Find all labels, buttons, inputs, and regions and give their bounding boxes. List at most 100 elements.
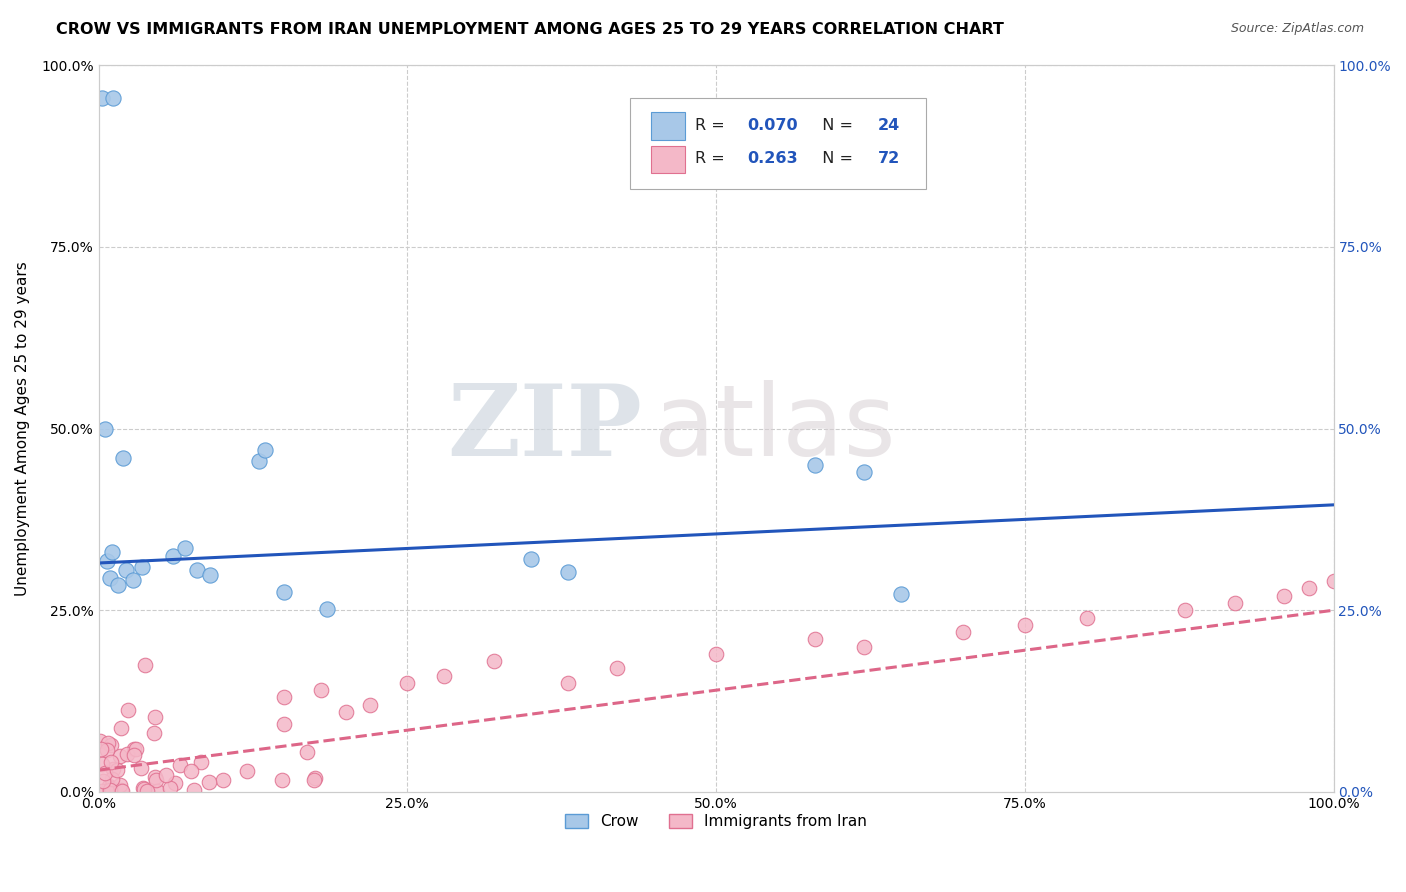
Point bbox=[97, 736, 120, 750]
Point bbox=[273, 690, 295, 705]
FancyBboxPatch shape bbox=[630, 98, 927, 189]
Point bbox=[1076, 610, 1098, 624]
Point bbox=[94, 766, 117, 780]
Point bbox=[94, 421, 117, 435]
Point bbox=[107, 578, 129, 592]
Point bbox=[304, 772, 326, 786]
Point bbox=[273, 716, 295, 731]
Point bbox=[98, 783, 121, 797]
Point bbox=[1014, 617, 1036, 632]
Point bbox=[169, 758, 191, 772]
Point bbox=[125, 741, 148, 756]
Point bbox=[186, 563, 208, 577]
Point bbox=[183, 782, 205, 797]
Text: ZIP: ZIP bbox=[447, 380, 643, 477]
Point bbox=[804, 458, 827, 472]
Point bbox=[145, 773, 167, 788]
Point bbox=[557, 566, 579, 580]
Point bbox=[174, 541, 197, 556]
Bar bbox=[651, 145, 685, 173]
Point bbox=[101, 772, 124, 786]
Point bbox=[853, 640, 876, 654]
Point bbox=[91, 91, 114, 105]
Point bbox=[433, 668, 456, 682]
Text: 0.263: 0.263 bbox=[747, 152, 797, 167]
Point bbox=[108, 779, 131, 793]
Point bbox=[304, 773, 326, 788]
Point bbox=[853, 465, 876, 479]
Point bbox=[110, 721, 132, 735]
Point bbox=[1174, 603, 1197, 617]
Point bbox=[132, 781, 155, 796]
Point bbox=[143, 710, 166, 724]
Text: 24: 24 bbox=[877, 118, 900, 133]
Point bbox=[295, 745, 318, 759]
Point bbox=[159, 781, 181, 796]
Point bbox=[482, 654, 505, 668]
Point bbox=[890, 587, 912, 601]
Point bbox=[190, 755, 212, 769]
Point bbox=[89, 733, 111, 747]
Point bbox=[254, 443, 277, 458]
Point bbox=[804, 632, 827, 647]
Point bbox=[162, 549, 184, 563]
Text: R =: R = bbox=[695, 118, 730, 133]
Point bbox=[115, 747, 138, 761]
Point bbox=[100, 780, 122, 795]
Point bbox=[96, 743, 118, 757]
Point bbox=[100, 738, 122, 752]
Point bbox=[117, 703, 139, 717]
Point bbox=[90, 756, 112, 771]
Point bbox=[129, 761, 152, 775]
Point bbox=[91, 774, 114, 789]
Point bbox=[198, 775, 221, 789]
Point bbox=[122, 573, 145, 587]
Point bbox=[273, 585, 295, 599]
Point bbox=[143, 726, 166, 740]
Text: 72: 72 bbox=[877, 152, 900, 167]
Point bbox=[309, 683, 332, 698]
Text: R =: R = bbox=[695, 152, 730, 167]
Point bbox=[271, 772, 294, 787]
Point bbox=[180, 764, 202, 778]
Point bbox=[110, 782, 132, 797]
Point bbox=[124, 748, 146, 763]
Point bbox=[98, 779, 121, 793]
Text: CROW VS IMMIGRANTS FROM IRAN UNEMPLOYMENT AMONG AGES 25 TO 29 YEARS CORRELATION : CROW VS IMMIGRANTS FROM IRAN UNEMPLOYMEN… bbox=[56, 22, 1004, 37]
Point bbox=[1322, 574, 1344, 589]
Point bbox=[163, 775, 186, 789]
Text: N =: N = bbox=[813, 118, 859, 133]
Point bbox=[112, 450, 135, 465]
Point bbox=[704, 647, 727, 661]
Point bbox=[101, 545, 124, 559]
Point bbox=[1272, 589, 1295, 603]
Point bbox=[105, 764, 128, 778]
Point bbox=[131, 559, 153, 574]
Point bbox=[1223, 596, 1246, 610]
Point bbox=[952, 625, 974, 640]
Y-axis label: Unemployment Among Ages 25 to 29 years: Unemployment Among Ages 25 to 29 years bbox=[15, 261, 30, 596]
Point bbox=[136, 784, 159, 798]
Point bbox=[155, 768, 177, 782]
Text: atlas: atlas bbox=[654, 380, 896, 477]
Point bbox=[236, 764, 259, 779]
Point bbox=[1298, 582, 1320, 596]
Point bbox=[211, 773, 233, 788]
Point bbox=[114, 563, 136, 577]
Point bbox=[396, 676, 419, 690]
Point bbox=[103, 91, 125, 105]
Point bbox=[316, 602, 339, 616]
Point bbox=[132, 781, 155, 796]
Point bbox=[108, 749, 131, 764]
Point bbox=[520, 552, 543, 566]
Point bbox=[100, 756, 122, 770]
Bar bbox=[651, 112, 685, 140]
Point bbox=[247, 454, 270, 468]
Legend: Crow, Immigrants from Iran: Crow, Immigrants from Iran bbox=[558, 808, 873, 835]
Point bbox=[335, 705, 357, 719]
Point bbox=[91, 783, 114, 797]
Point bbox=[606, 661, 628, 675]
Point bbox=[122, 741, 145, 756]
Point bbox=[111, 784, 134, 798]
Point bbox=[103, 762, 125, 776]
